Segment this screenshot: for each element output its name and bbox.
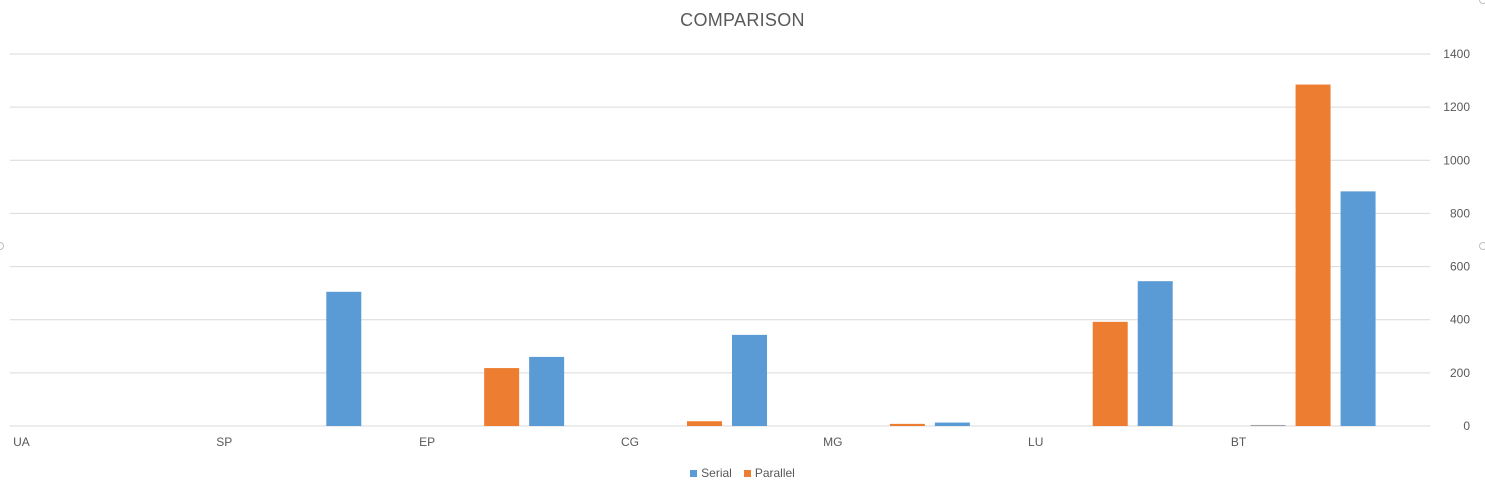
bar-serial-mg — [934, 422, 970, 426]
bar-parallel-cg — [687, 421, 722, 426]
y-tick-label: 1200 — [1443, 100, 1470, 114]
y-tick-label: 800 — [1450, 206, 1470, 220]
legend-label-serial: Serial — [701, 466, 732, 480]
legend-item-parallel: Parallel — [743, 466, 795, 480]
x-tick-label: CG — [621, 435, 639, 449]
legend-swatch-serial — [690, 469, 698, 477]
bar-serial-bt — [1340, 191, 1376, 426]
y-tick-label: 1000 — [1443, 153, 1470, 167]
bar-extra-bt — [1250, 424, 1286, 426]
y-tick-label: 600 — [1450, 260, 1470, 274]
x-tick-label: MG — [823, 435, 842, 449]
resize-handle-right[interactable] — [1479, 242, 1485, 250]
chart-title: COMPARISON — [680, 10, 805, 30]
x-tick-label: BT — [1231, 435, 1247, 449]
legend-item-serial: Serial — [690, 466, 732, 480]
y-tick-label: 200 — [1450, 366, 1470, 380]
x-tick-label: LU — [1028, 435, 1043, 449]
resize-handle-top-right[interactable] — [1479, 0, 1485, 4]
y-tick-label: 0 — [1463, 419, 1470, 433]
x-tick-label: SP — [216, 435, 232, 449]
bar-serial-ep — [529, 356, 565, 426]
bar-parallel-ep — [484, 368, 520, 426]
x-tick-label: EP — [419, 435, 435, 449]
bar-parallel-lu — [1092, 321, 1128, 426]
bar-parallel-mg — [889, 423, 925, 426]
y-tick-label: 1400 — [1443, 47, 1470, 61]
y-tick-label: 400 — [1450, 313, 1470, 327]
bar-parallel-bt — [1295, 84, 1331, 427]
legend-swatch-parallel — [743, 469, 751, 477]
bar-serial-lu — [1137, 281, 1173, 426]
bar-serial-sp — [326, 291, 362, 426]
legend-label-parallel: Parallel — [754, 466, 795, 480]
x-tick-label: UA — [13, 435, 30, 449]
chart-legend: Serial Parallel — [0, 466, 1485, 480]
bar-serial-cg — [732, 334, 767, 426]
